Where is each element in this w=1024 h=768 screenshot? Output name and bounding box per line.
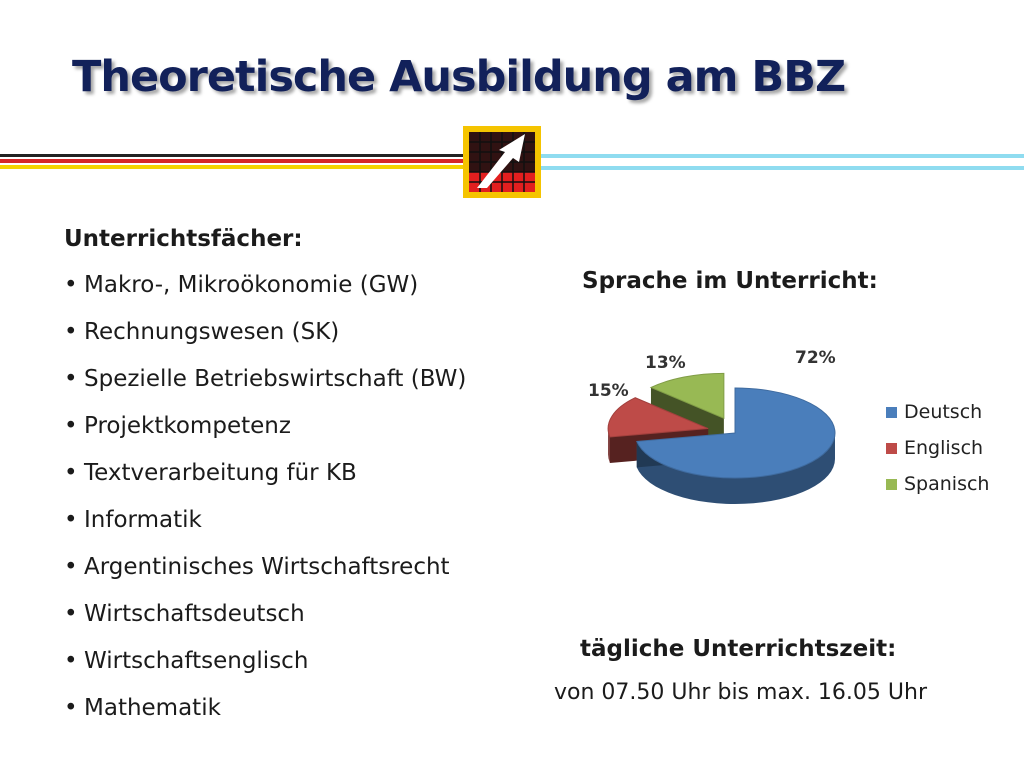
pie-slice-top [607,397,709,438]
pie-data-label: 13% [645,353,686,373]
list-item: • Mathematik [64,695,221,721]
list-item: • Spezielle Betriebswirtschaft (BW) [64,366,467,392]
list-item: • Makro-, Mikroökonomie (GW) [64,272,419,298]
legend-label: Englisch [904,437,984,459]
pie-data-label: 72% [795,348,836,368]
legend-swatch [886,443,897,454]
legend-label: Spanisch [904,473,990,495]
pie-chart: 72% 15% 13% [588,348,836,504]
schedule-heading: tägliche Unterrichtszeit: [580,636,897,662]
chart-legend: Deutsch Englisch Spanisch [886,398,989,506]
pie-slice-top [649,372,725,420]
subject-label: Argentinisches Wirtschaftsrecht [84,554,450,580]
legend-item: Spanisch [886,470,989,506]
pie-slice-side [636,433,835,504]
subject-label: Rechnungswesen (SK) [84,319,340,345]
chart-title: Sprache im Unterricht: [582,268,878,294]
pie-slice-top [636,387,836,479]
list-item: • Informatik [64,507,202,533]
legend-swatch [886,479,897,490]
pie-slice-deutsch [636,387,836,504]
subject-label: Informatik [84,507,202,533]
legend-item: Englisch [886,434,989,470]
bbz-logo [463,126,541,198]
list-item: • Textverarbeitung für KB [64,460,357,486]
list-item: • Rechnungswesen (SK) [64,319,340,345]
schedule-value: von 07.50 Uhr bis max. 16.05 Uhr [554,680,927,705]
legend-swatch [886,407,897,418]
subject-label: Projektkompetenz [84,413,291,439]
pie-data-label: 15% [588,381,629,401]
subject-label: Makro-, Mikroökonomie (GW) [84,272,419,298]
list-item: • Wirtschaftsdeutsch [64,601,305,627]
legend-item: Deutsch [886,398,989,434]
list-item: • Projektkompetenz [64,413,291,439]
list-item: • Argentinisches Wirtschaftsrecht [64,554,450,580]
subject-label: Wirtschaftsdeutsch [84,601,305,627]
list-item: • Wirtschaftsenglisch [64,648,309,674]
subject-label: Spezielle Betriebswirtschaft (BW) [84,366,467,392]
subject-label: Wirtschaftsenglisch [84,648,309,674]
subjects-list: Unterrichtsfächer: • Makro-, Mikroökonomi… [64,222,534,732]
subject-label: Mathematik [84,695,221,721]
flag-stripes [0,154,1024,170]
subjects-heading: Unterrichtsfächer: [64,226,303,252]
subject-label: Textverarbeitung für KB [84,460,357,486]
legend-label: Deutsch [904,401,983,423]
page-title: Theoretische Ausbildung am BBZ [72,52,846,102]
